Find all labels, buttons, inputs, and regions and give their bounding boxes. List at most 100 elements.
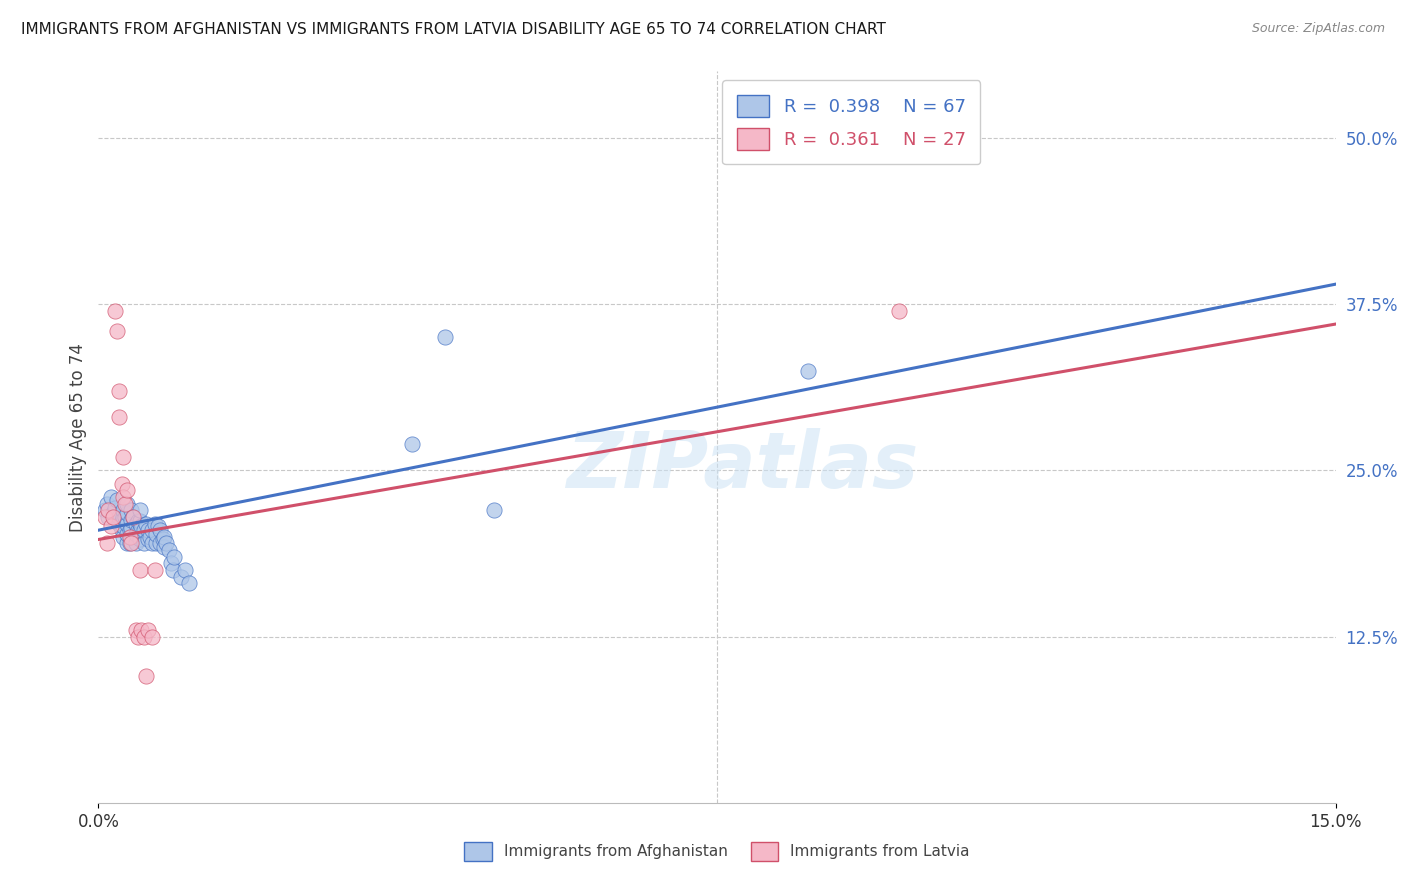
Point [105,492,128,507]
Point [118,530,141,544]
Point [118,523,141,537]
Point [118,536,141,550]
Text: IMMIGRANTS FROM AFGHANISTAN VS IMMIGRANTS FROM LATVIA DISABILITY AGE 65 TO 74 CO: IMMIGRANTS FROM AFGHANISTAN VS IMMIGRANT… [21,22,886,37]
Point [146,519,169,533]
Legend: Immigrants from Afghanistan, Immigrants from Latvia: Immigrants from Afghanistan, Immigrants … [457,834,977,868]
Point [108,509,131,524]
Point [141,536,163,550]
Point [135,669,157,683]
Point [160,557,183,571]
Point [105,324,128,338]
Point [120,536,142,550]
Point [94,503,117,517]
Point [112,519,135,533]
Point [162,563,184,577]
Point [136,533,159,547]
Point [110,523,132,537]
Point [128,533,150,547]
Point [149,523,172,537]
Point [797,363,820,377]
Point [128,514,150,528]
Point [136,623,159,637]
Point [136,523,159,537]
Point [145,536,167,550]
Point [128,523,150,537]
Point [117,497,139,511]
Point [96,536,118,550]
Point [120,530,142,544]
Point [97,509,120,524]
Point [96,497,118,511]
Point [112,490,135,504]
Point [132,523,155,537]
Point [131,519,153,533]
Point [104,303,127,318]
Point [112,503,135,517]
Point [120,503,142,517]
Point [124,527,146,541]
Point [112,530,135,544]
Point [117,527,139,541]
Point [97,503,120,517]
Point [433,330,456,344]
Point [128,503,150,517]
Point [110,476,132,491]
Point [104,500,127,515]
Point [152,533,174,547]
Point [108,410,131,425]
Point [122,509,145,524]
Point [128,563,150,577]
Point [117,506,139,520]
Point [110,514,132,528]
Point [122,509,145,524]
Y-axis label: Disability Age 65 to 74: Disability Age 65 to 74 [69,343,87,532]
Point [114,497,136,511]
Point [879,124,901,138]
Point [103,506,125,520]
Point [170,570,193,584]
Point [163,549,186,564]
Point [141,630,163,644]
Point [155,536,177,550]
Point [132,630,155,644]
Point [114,509,136,524]
Point [112,450,135,464]
Point [127,514,149,528]
Point [117,536,139,550]
Point [145,527,167,541]
Point [157,543,180,558]
Point [149,536,172,550]
Point [108,516,131,531]
Point [100,519,122,533]
Point [141,523,163,537]
Point [124,536,146,550]
Point [153,530,176,544]
Point [120,520,142,534]
Text: Source: ZipAtlas.com: Source: ZipAtlas.com [1251,22,1385,36]
Point [153,541,176,555]
Point [138,530,160,544]
Point [131,623,153,637]
Point [103,509,125,524]
Point [94,509,117,524]
Point [127,630,149,644]
Point [127,523,149,537]
Point [117,483,139,498]
Point [124,516,146,531]
Point [887,303,910,318]
Point [124,623,146,637]
Point [132,536,155,550]
Point [179,576,201,591]
Point [112,509,135,524]
Point [135,516,157,531]
Point [174,563,197,577]
Point [143,516,166,531]
Point [143,563,166,577]
Point [120,512,142,526]
Point [401,436,423,450]
Point [117,516,139,531]
Point [100,490,122,504]
Text: ZIPatlas: ZIPatlas [565,428,918,504]
Point [108,384,131,398]
Point [484,503,506,517]
